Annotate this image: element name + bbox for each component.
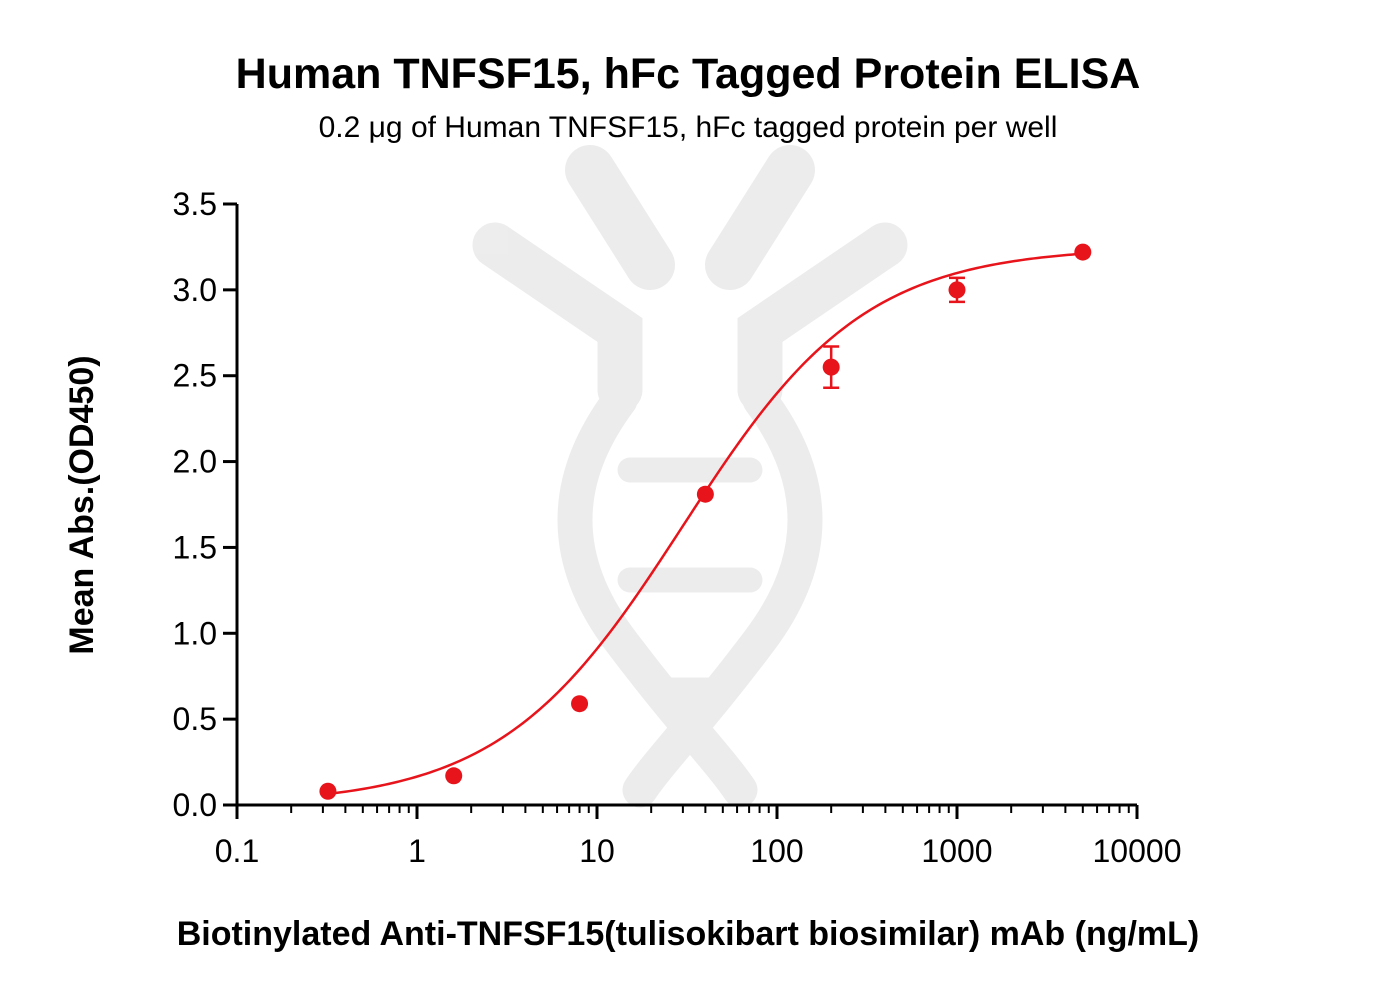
y-tick-label-3: 1.5 — [173, 529, 217, 565]
y-tick-label-4: 2.0 — [173, 444, 217, 480]
y-axis-title: Mean Abs.(OD450) — [63, 355, 101, 654]
y-tick-label-1: 0.5 — [173, 701, 217, 737]
x-ticks: 0.1 1 10 100 1000 10000 — [215, 805, 1182, 869]
y-tick-label-6: 3.0 — [173, 272, 217, 308]
data-point-5 — [948, 281, 966, 299]
dna-watermark — [472, 145, 908, 808]
y-tick-label-5: 2.5 — [173, 358, 217, 394]
data-point-0 — [319, 782, 337, 800]
data-point-4 — [822, 358, 840, 376]
x-tick-label-0: 0.1 — [215, 833, 259, 869]
y-tick-label-2: 1.0 — [173, 615, 217, 651]
chart-subtitle: 0.2 μg of Human TNFSF15, hFc tagged prot… — [319, 111, 1058, 144]
chart-title: Human TNFSF15, hFc Tagged Protein ELISA — [236, 50, 1141, 98]
data-points — [319, 243, 1092, 800]
data-point-1 — [445, 767, 463, 785]
data-point-3 — [696, 485, 714, 503]
y-tick-label-0: 0.0 — [173, 787, 217, 823]
data-point-6 — [1074, 243, 1092, 261]
data-point-2 — [571, 695, 589, 713]
y-ticks: 0.0 0.5 1.0 1.5 2.0 2.5 3.0 3.5 — [173, 186, 237, 823]
x-tick-label-2: 10 — [579, 833, 615, 869]
axes — [235, 204, 1137, 807]
y-tick-label-7: 3.5 — [173, 186, 217, 222]
x-tick-label-4: 1000 — [921, 833, 992, 869]
x-tick-label-3: 100 — [750, 833, 803, 869]
x-axis-title: Biotinylated Anti-TNFSF15(tulisokibart b… — [177, 915, 1200, 953]
x-tick-label-5: 10000 — [1093, 833, 1182, 869]
x-tick-label-1: 1 — [408, 833, 426, 869]
